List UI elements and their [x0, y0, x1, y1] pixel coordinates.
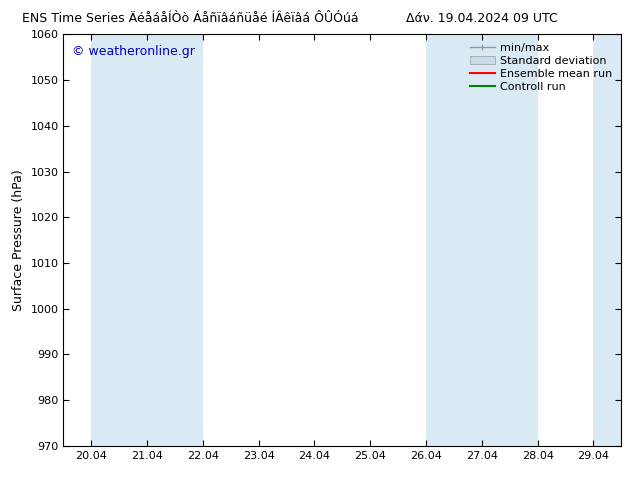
- Text: ENS Time Series ÄéåáåÍÒò Áåñïâáñüåé ÍÂêïâá ÔÛÓúá: ENS Time Series ÄéåáåÍÒò Áåñïâáñüåé ÍÂêï…: [22, 12, 358, 25]
- Legend: min/max, Standard deviation, Ensemble mean run, Controll run: min/max, Standard deviation, Ensemble me…: [467, 40, 616, 95]
- Text: © weatheronline.gr: © weatheronline.gr: [72, 45, 195, 58]
- Bar: [91, 34, 147, 446]
- Bar: [147, 34, 203, 446]
- Y-axis label: Surface Pressure (hPa): Surface Pressure (hPa): [12, 169, 25, 311]
- Bar: [482, 34, 538, 446]
- Bar: [426, 34, 482, 446]
- Text: Δάν. 19.04.2024 09 UTC: Δάν. 19.04.2024 09 UTC: [406, 12, 558, 25]
- Bar: [593, 34, 621, 446]
